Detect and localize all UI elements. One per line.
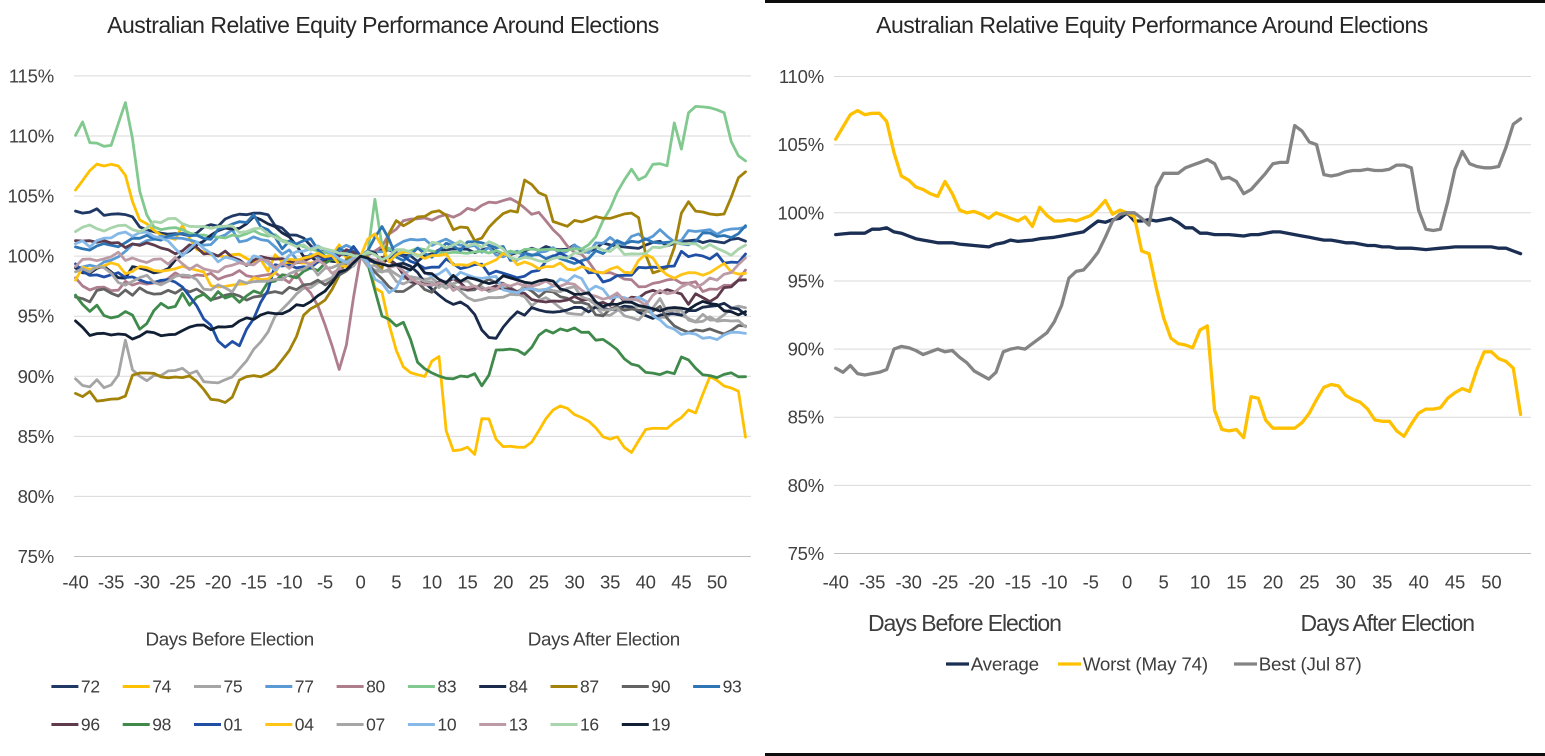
svg-text:95%: 95% xyxy=(18,306,54,327)
svg-text:72: 72 xyxy=(81,677,100,697)
svg-text:-40: -40 xyxy=(62,572,88,593)
svg-text:-10: -10 xyxy=(276,572,302,593)
svg-text:-20: -20 xyxy=(205,572,231,593)
svg-text:75%: 75% xyxy=(788,543,824,564)
svg-text:01: 01 xyxy=(224,715,243,735)
svg-text:90%: 90% xyxy=(18,366,54,387)
svg-text:77: 77 xyxy=(295,677,314,697)
svg-text:45: 45 xyxy=(1445,572,1465,593)
svg-text:96: 96 xyxy=(81,715,100,735)
svg-text:83: 83 xyxy=(437,677,456,697)
svg-text:84: 84 xyxy=(509,677,528,697)
svg-text:Days After Election: Days After Election xyxy=(1300,610,1474,636)
svg-text:80: 80 xyxy=(366,677,385,697)
svg-text:87: 87 xyxy=(580,677,599,697)
svg-text:45: 45 xyxy=(671,572,691,593)
svg-text:Average: Average xyxy=(971,654,1039,675)
svg-text:-35: -35 xyxy=(98,572,124,593)
svg-text:-5: -5 xyxy=(317,572,333,593)
svg-text:07: 07 xyxy=(366,715,385,735)
svg-text:105%: 105% xyxy=(777,134,824,155)
svg-text:75: 75 xyxy=(224,677,243,697)
svg-text:30: 30 xyxy=(564,572,584,593)
svg-text:40: 40 xyxy=(636,572,656,593)
svg-text:25: 25 xyxy=(1299,572,1319,593)
svg-text:-15: -15 xyxy=(1005,572,1031,593)
svg-text:Days Before Election: Days Before Election xyxy=(146,629,314,650)
svg-text:-5: -5 xyxy=(1083,572,1099,593)
svg-text:93: 93 xyxy=(723,677,742,697)
svg-text:5: 5 xyxy=(1159,572,1169,593)
svg-text:98: 98 xyxy=(152,715,171,735)
svg-text:20: 20 xyxy=(1263,572,1283,593)
svg-text:110%: 110% xyxy=(779,66,824,87)
svg-text:35: 35 xyxy=(1372,572,1392,593)
svg-text:100%: 100% xyxy=(7,246,54,267)
svg-text:110%: 110% xyxy=(9,126,54,147)
svg-text:75%: 75% xyxy=(18,546,54,567)
svg-text:Best (Jul 87): Best (Jul 87) xyxy=(1259,654,1362,675)
svg-text:10: 10 xyxy=(1190,572,1210,593)
svg-text:100%: 100% xyxy=(777,202,824,223)
svg-text:-30: -30 xyxy=(896,572,922,593)
svg-text:10: 10 xyxy=(437,715,456,735)
svg-text:85%: 85% xyxy=(788,407,824,428)
svg-text:13: 13 xyxy=(509,715,528,735)
svg-text:74: 74 xyxy=(152,677,171,697)
svg-text:Worst (May 74): Worst (May 74) xyxy=(1083,654,1208,675)
svg-text:-25: -25 xyxy=(932,572,958,593)
svg-text:-15: -15 xyxy=(241,572,267,593)
svg-text:19: 19 xyxy=(651,715,670,735)
svg-text:80%: 80% xyxy=(788,475,824,496)
svg-text:-10: -10 xyxy=(1041,572,1067,593)
svg-text:25: 25 xyxy=(529,572,549,593)
svg-text:115%: 115% xyxy=(9,65,54,86)
svg-text:04: 04 xyxy=(295,715,314,735)
svg-text:40: 40 xyxy=(1409,572,1429,593)
svg-text:90: 90 xyxy=(651,677,670,697)
svg-text:-40: -40 xyxy=(823,572,849,593)
svg-text:Australian Relative Equity Per: Australian Relative Equity Performance A… xyxy=(107,12,659,38)
svg-text:Days After Election: Days After Election xyxy=(528,629,680,650)
svg-text:15: 15 xyxy=(1226,572,1246,593)
svg-text:-35: -35 xyxy=(859,572,885,593)
svg-text:-30: -30 xyxy=(134,572,160,593)
svg-text:20: 20 xyxy=(493,572,513,593)
svg-text:35: 35 xyxy=(600,572,620,593)
svg-text:50: 50 xyxy=(707,572,727,593)
svg-text:0: 0 xyxy=(1122,572,1132,593)
svg-text:15: 15 xyxy=(457,572,477,593)
svg-text:50: 50 xyxy=(1481,572,1501,593)
svg-text:Australian Relative Equity Per: Australian Relative Equity Performance A… xyxy=(876,12,1428,38)
svg-text:-25: -25 xyxy=(169,572,195,593)
svg-text:-20: -20 xyxy=(968,572,994,593)
svg-text:5: 5 xyxy=(391,572,401,593)
svg-text:90%: 90% xyxy=(788,339,824,360)
svg-text:85%: 85% xyxy=(18,426,54,447)
svg-text:30: 30 xyxy=(1336,572,1356,593)
svg-text:80%: 80% xyxy=(18,486,54,507)
svg-text:16: 16 xyxy=(580,715,599,735)
svg-text:95%: 95% xyxy=(788,271,824,292)
svg-text:10: 10 xyxy=(422,572,442,593)
svg-text:0: 0 xyxy=(356,572,366,593)
svg-text:105%: 105% xyxy=(7,186,54,207)
svg-text:Days Before Election: Days Before Election xyxy=(868,610,1061,636)
